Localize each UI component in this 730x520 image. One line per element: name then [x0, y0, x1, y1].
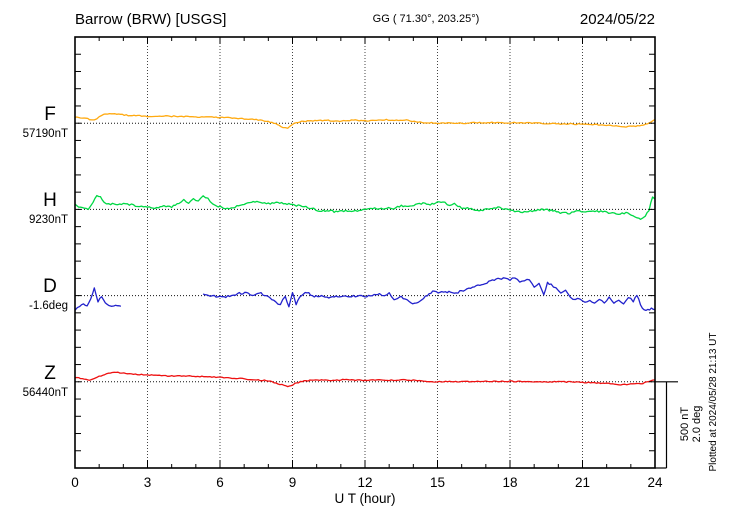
channel-baseline-z: 56440nT — [23, 387, 68, 399]
scale-bar-label-deg: 2.0 deg — [691, 406, 703, 443]
x-tick-24: 24 — [647, 475, 663, 490]
plotted-at-note: Plotted at 2024/05/28 21:13 UT — [708, 333, 719, 472]
trace-Z — [74, 371, 656, 388]
x-tick-21: 21 — [575, 475, 590, 490]
scale-bar-label-nt: 500 nT — [679, 407, 691, 442]
channel-label-z: Z — [44, 363, 56, 384]
trace-D — [202, 277, 656, 312]
plot-date: 2024/05/22 — [580, 11, 655, 28]
x-tick-12: 12 — [357, 475, 372, 490]
x-tick-3: 3 — [144, 475, 152, 490]
trace-H — [74, 194, 656, 220]
trace-D — [74, 287, 122, 311]
x-tick-6: 6 — [216, 475, 224, 490]
channel-label-h: H — [43, 190, 57, 211]
plot-gridlines — [75, 37, 655, 468]
plot-traces — [74, 112, 656, 388]
channel-baseline-h: 9230nT — [29, 214, 68, 226]
channel-baseline-d: -1.6deg — [29, 300, 68, 312]
x-tick-18: 18 — [502, 475, 517, 490]
channel-label-d: D — [43, 276, 57, 297]
x-tick-9: 9 — [289, 475, 297, 490]
x-tick-15: 15 — [430, 475, 445, 490]
station-coordinates: GG ( 71.30°, 203.25°) — [373, 13, 480, 25]
trace-F — [74, 112, 656, 129]
channel-label-f: F — [44, 104, 56, 125]
plot-axes — [74, 36, 678, 469]
x-tick-0: 0 — [71, 475, 79, 490]
station-title: Barrow (BRW) [USGS] — [75, 11, 226, 28]
x-axis-label: U T (hour) — [334, 491, 395, 506]
channel-baseline-f: 57190nT — [23, 128, 68, 140]
